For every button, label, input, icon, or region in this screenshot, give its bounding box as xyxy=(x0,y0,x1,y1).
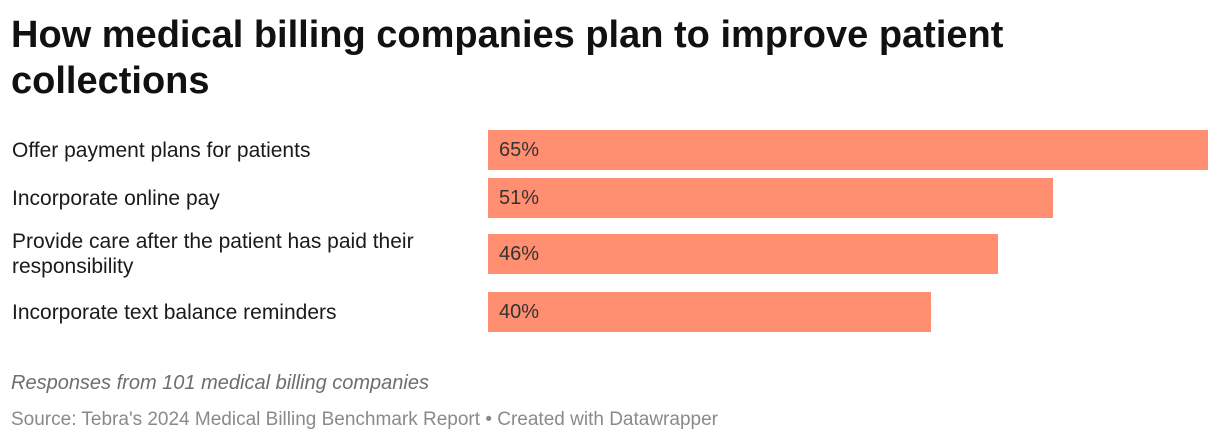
bar xyxy=(488,178,1053,218)
bar-value-label: 40% xyxy=(499,300,540,323)
bar-value-label: 51% xyxy=(499,186,540,209)
bar-value-label: 65% xyxy=(499,138,540,161)
source-separator: • xyxy=(485,409,492,430)
chart-source: Source: Tebra's 2024 Medical Billing Ben… xyxy=(11,409,718,431)
category-label: Incorporate online pay xyxy=(12,186,220,210)
bar xyxy=(488,234,998,274)
bar xyxy=(488,130,1208,170)
chart-notes: Responses from 101 medical billing compa… xyxy=(11,372,429,394)
bar-value-label: 46% xyxy=(499,242,540,265)
source-prefix: Source: xyxy=(11,409,77,430)
bar xyxy=(488,292,931,332)
source-credit: Created with Datawrapper xyxy=(497,409,718,430)
category-label: Offer payment plans for patients xyxy=(12,138,311,162)
source-name: Tebra's 2024 Medical Billing Benchmark R… xyxy=(81,409,481,430)
category-label: Incorporate text balance reminders xyxy=(12,300,337,324)
category-label: Provide care after the patient has paid … xyxy=(12,230,414,278)
chart-title: How medical billing companies plan to im… xyxy=(11,14,1004,102)
